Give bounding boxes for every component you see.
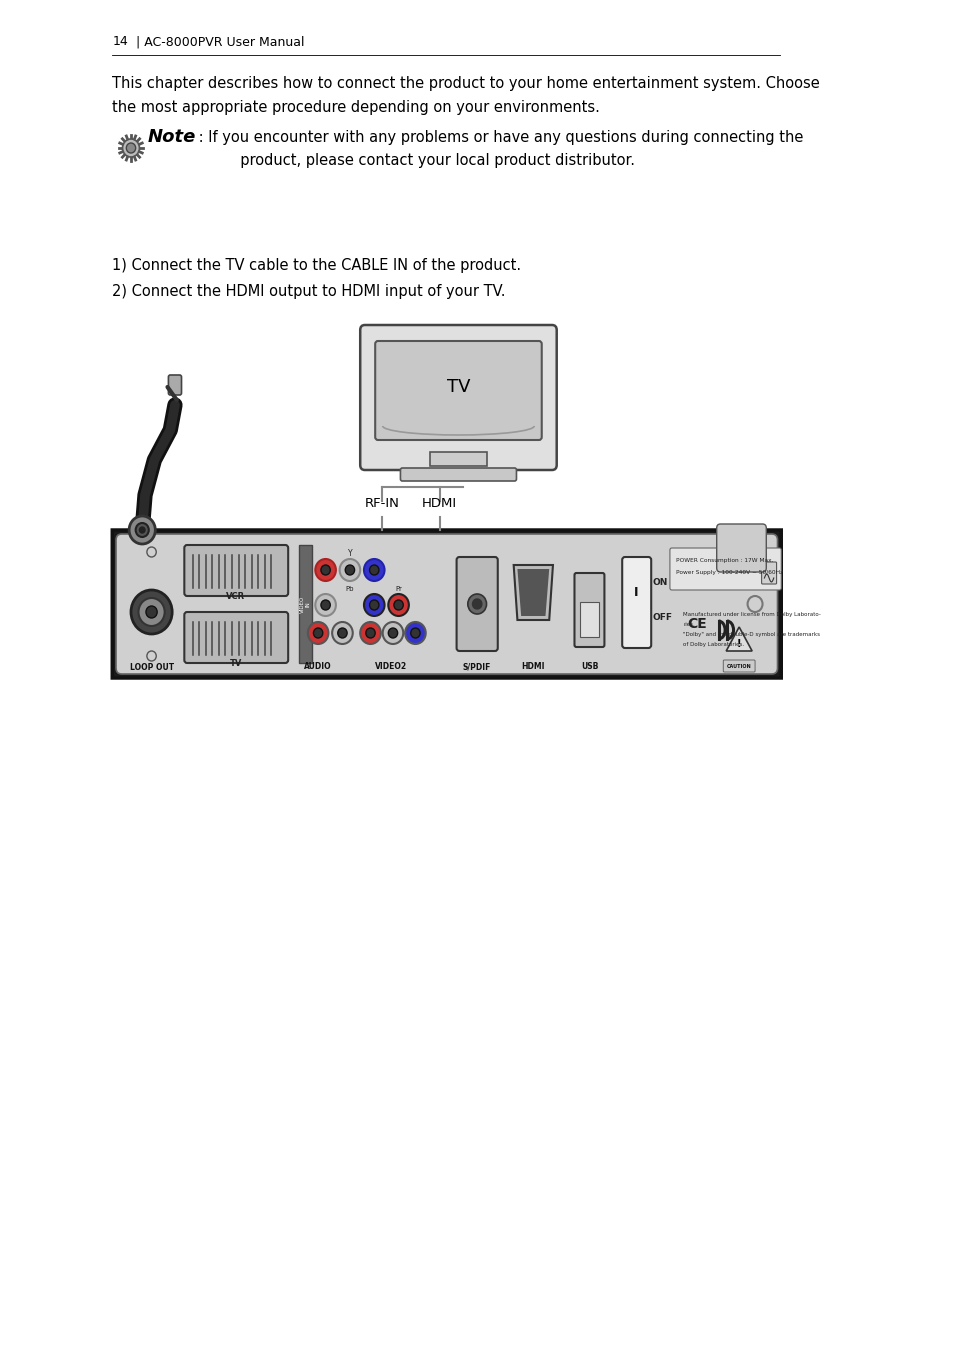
FancyBboxPatch shape [116, 535, 777, 674]
Polygon shape [725, 626, 751, 651]
Circle shape [369, 566, 378, 575]
Text: Power Supply : 100-240V ~ 50/60Hz: Power Supply : 100-240V ~ 50/60Hz [675, 570, 782, 575]
Circle shape [364, 559, 384, 580]
Circle shape [126, 143, 135, 153]
Text: This chapter describes how to connect the product to your home entertainment sys: This chapter describes how to connect th… [112, 76, 820, 90]
Text: !: ! [736, 639, 740, 649]
Circle shape [139, 526, 145, 533]
Text: 1) Connect the TV cable to the CABLE IN of the product.: 1) Connect the TV cable to the CABLE IN … [112, 258, 521, 273]
Circle shape [364, 594, 384, 616]
Circle shape [382, 622, 403, 644]
FancyBboxPatch shape [184, 612, 288, 663]
Text: CAUTION: CAUTION [726, 663, 751, 668]
Text: Manufactured under license from Dolby Laborato-: Manufactured under license from Dolby La… [682, 612, 820, 617]
Circle shape [365, 628, 375, 639]
Circle shape [339, 559, 360, 580]
FancyBboxPatch shape [375, 342, 541, 440]
Text: | AC-8000PVR User Manual: | AC-8000PVR User Manual [135, 35, 304, 49]
Text: of Dolby Laboratories.: of Dolby Laboratories. [682, 643, 743, 647]
FancyBboxPatch shape [621, 558, 651, 648]
Bar [430, 452, 486, 466]
Circle shape [332, 622, 353, 644]
Circle shape [315, 594, 335, 616]
Circle shape [131, 590, 172, 634]
Text: TV: TV [446, 378, 470, 396]
Circle shape [129, 516, 155, 544]
Bar [579, 602, 598, 637]
FancyBboxPatch shape [400, 468, 516, 481]
Text: S/PDIF: S/PDIF [462, 662, 491, 671]
Polygon shape [513, 566, 553, 620]
Text: 14: 14 [112, 35, 128, 49]
Circle shape [394, 599, 403, 610]
Text: HDMI: HDMI [422, 497, 456, 510]
FancyBboxPatch shape [169, 375, 181, 396]
Circle shape [467, 594, 486, 614]
Circle shape [388, 594, 409, 616]
Text: 2) Connect the HDMI output to HDMI input of your TV.: 2) Connect the HDMI output to HDMI input… [112, 284, 505, 298]
Circle shape [472, 599, 481, 609]
Text: ON: ON [652, 578, 667, 587]
Circle shape [320, 599, 330, 610]
Text: "Dolby" and the double-D symbol are trademarks: "Dolby" and the double-D symbol are trad… [682, 632, 820, 637]
Circle shape [405, 622, 425, 644]
Text: HDMI: HDMI [521, 662, 544, 671]
Text: VCR: VCR [226, 593, 245, 601]
Text: USB: USB [580, 662, 598, 671]
Circle shape [315, 559, 335, 580]
FancyBboxPatch shape [760, 562, 776, 585]
Circle shape [337, 628, 347, 639]
Text: Pr: Pr [395, 586, 401, 593]
Circle shape [320, 566, 330, 575]
Text: Y: Y [347, 549, 352, 558]
Circle shape [122, 139, 139, 157]
Text: RF-IN: RF-IN [364, 497, 398, 510]
Polygon shape [517, 568, 549, 616]
Text: product, please contact your local product distributor.: product, please contact your local produ… [193, 153, 634, 167]
FancyBboxPatch shape [112, 531, 781, 678]
FancyBboxPatch shape [456, 558, 497, 651]
Text: POWER Consumption : 17W Max.: POWER Consumption : 17W Max. [675, 558, 772, 563]
Text: I: I [634, 586, 638, 598]
Text: : If you encounter with any problems or have any questions during connecting the: : If you encounter with any problems or … [193, 130, 802, 144]
FancyBboxPatch shape [360, 325, 557, 470]
Text: Note: Note [148, 128, 196, 146]
Text: VIDEO
IN: VIDEO IN [299, 595, 310, 613]
Text: TV: TV [230, 659, 242, 668]
FancyBboxPatch shape [669, 548, 781, 590]
FancyBboxPatch shape [722, 660, 754, 672]
Text: AUDIO: AUDIO [304, 662, 332, 671]
FancyBboxPatch shape [184, 545, 288, 595]
FancyBboxPatch shape [716, 524, 765, 572]
Circle shape [388, 628, 397, 639]
Circle shape [345, 566, 355, 575]
Circle shape [314, 628, 322, 639]
Text: OFF: OFF [652, 613, 672, 622]
Text: the most appropriate procedure depending on your environments.: the most appropriate procedure depending… [112, 100, 599, 115]
Circle shape [135, 522, 149, 537]
FancyBboxPatch shape [574, 572, 604, 647]
Circle shape [138, 598, 165, 626]
Circle shape [146, 606, 157, 618]
Text: CE: CE [686, 617, 706, 630]
Text: LOOP OUT: LOOP OUT [130, 663, 173, 672]
Text: Pb: Pb [345, 586, 354, 593]
Circle shape [308, 622, 328, 644]
Circle shape [369, 599, 378, 610]
Text: VIDEO2: VIDEO2 [375, 662, 407, 671]
Text: ries.: ries. [682, 622, 694, 626]
Bar [299, 545, 312, 663]
Circle shape [360, 622, 380, 644]
Circle shape [411, 628, 419, 639]
